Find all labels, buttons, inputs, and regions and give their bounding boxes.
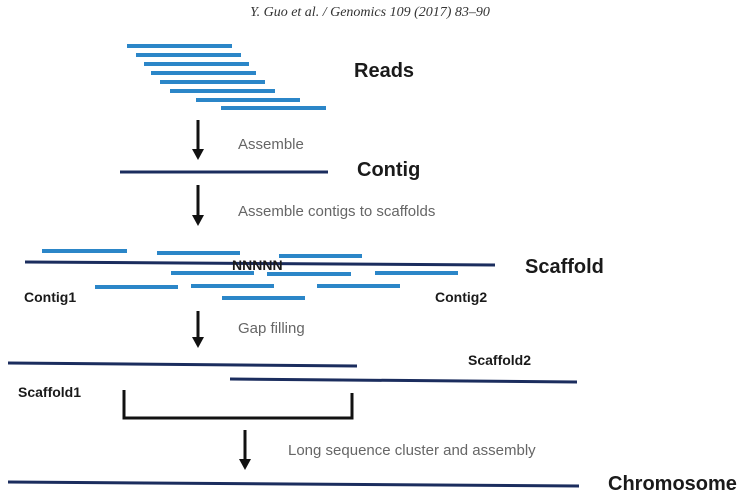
down-arrow-icon bbox=[239, 430, 251, 470]
chromosome-label: Chromosome bbox=[608, 473, 737, 495]
scaffold1-line bbox=[7, 361, 358, 368]
scaffold-reads-bottom bbox=[95, 271, 458, 300]
scaffold-label: Scaffold bbox=[525, 256, 604, 278]
scaffold-reads-top bbox=[42, 249, 362, 258]
scaffold1-label: Scaffold1 bbox=[18, 384, 81, 400]
reads-group bbox=[127, 44, 326, 110]
contig-label: Contig bbox=[357, 159, 420, 181]
down-arrow-icon bbox=[192, 185, 204, 226]
contig1-label: Contig1 bbox=[24, 289, 76, 305]
scaffold2-label: Scaffold2 bbox=[468, 352, 531, 368]
chromosome-line bbox=[7, 480, 580, 488]
scaffold2-line bbox=[229, 377, 578, 384]
gap-nnnnn-label: NNNNN bbox=[232, 257, 283, 273]
scaffold-line bbox=[24, 260, 496, 267]
step-contigs-to-scaffolds: Assemble contigs to scaffolds bbox=[238, 203, 435, 220]
step-gap-filling: Gap filling bbox=[238, 320, 305, 337]
step-assemble: Assemble bbox=[238, 136, 304, 153]
cluster-bracket bbox=[122, 390, 354, 420]
reads-label: Reads bbox=[354, 60, 414, 82]
down-arrow-icon bbox=[192, 311, 204, 348]
contig2-label: Contig2 bbox=[435, 289, 487, 305]
down-arrow-icon bbox=[192, 120, 204, 160]
citation-header: Y. Guo et al. / Genomics 109 (2017) 83–9… bbox=[250, 5, 490, 20]
step-long-sequence: Long sequence cluster and assembly bbox=[288, 442, 536, 459]
